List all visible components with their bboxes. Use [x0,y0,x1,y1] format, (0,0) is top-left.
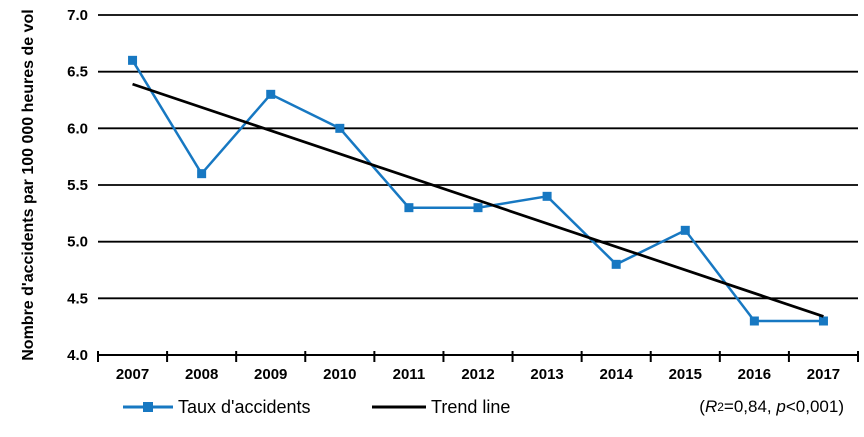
series-line-swatch [123,402,173,412]
y-tick-label: 7.0 [67,7,88,24]
stats-annotation: (R 2 =0,84, p <0,001) [699,397,844,416]
x-tick-label: 2017 [807,366,840,383]
series-taux-daccidents [128,55,828,326]
y-tick-label: 4.5 [67,290,88,307]
x-tick-label: 2009 [254,366,287,383]
y-axis-title: Nombre d'accidents par 100 000 heures de… [20,9,37,361]
y-tick-label: 5.5 [67,177,88,194]
annotation-p-symbol: p [776,397,786,416]
trend-line-swatch [372,405,426,409]
y-tick-label: 5.0 [67,234,88,251]
series-marker [128,55,138,65]
legend-label-trend-line: Trend line [431,396,511,417]
series-marker [818,316,828,326]
y-tick-label: 6.0 [67,120,88,137]
gridlines [98,14,858,300]
x-tick-label: 2013 [530,366,563,383]
annotation-r-value: =0,84, [723,397,777,416]
legend-item-trend-line: Trend line [371,395,510,419]
x-axis [97,351,859,362]
series-marker [266,89,276,99]
trend-line [132,82,824,318]
x-tick-label: 2011 [393,366,426,383]
series-marker [473,203,483,213]
series-marker [542,191,552,201]
series-marker [335,123,345,133]
x-tick-label: 2014 [599,366,633,383]
y-tick-label: 4.0 [67,347,88,364]
annotation-open-paren: ( [699,397,705,416]
legend-item-taux-daccidents: Taux d'accidents [122,395,311,419]
x-tick-label: 2010 [323,366,356,383]
x-tick-labels: 2007 2008 2009 2010 2011 2012 2013 2014 2015 2016… [116,366,840,383]
y-tick-label: 6.5 [67,64,88,81]
x-tick-label: 2015 [669,366,702,383]
y-tick-labels: 7.0 6.5 6.0 5.5 5.0 4.5 4.0 [67,7,88,364]
annotation-close-paren: ) [838,397,844,416]
x-tick-label: 2008 [185,366,218,383]
x-tick-label: 2012 [461,366,494,383]
series-marker [611,259,621,269]
series-marker [749,316,759,326]
annotation-p-value: <0,001 [785,397,839,416]
x-tick-label: 2007 [116,366,149,383]
x-tick-label: 2016 [738,366,771,383]
line-chart: Nombre d'accidents par 100 000 heures de… [20,7,859,383]
annotation-r-symbol: R [704,397,718,416]
series-marker [404,203,414,213]
trend-line-segment [132,82,824,318]
series-marker [197,169,207,179]
series-marker [680,225,690,235]
legend-label-taux-daccidents: Taux d'accidents [178,396,311,417]
